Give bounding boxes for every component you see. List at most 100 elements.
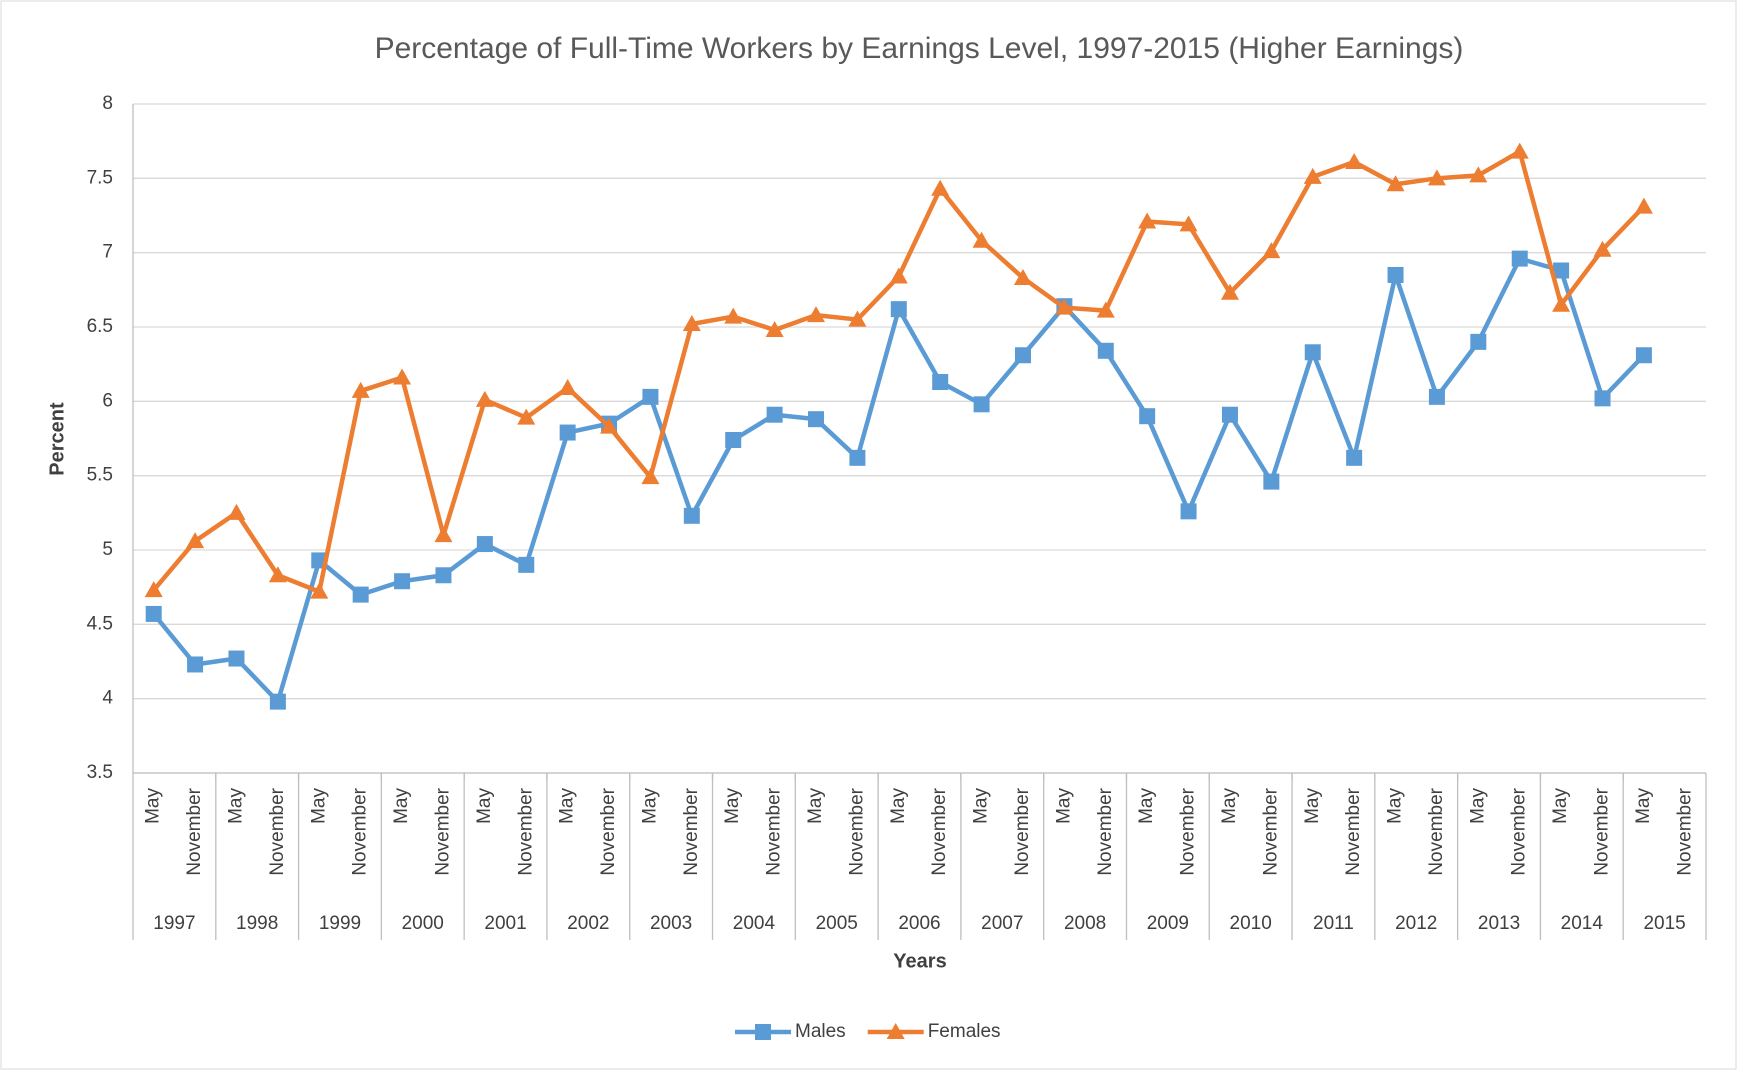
- y-tick-label: 5: [102, 539, 113, 560]
- x-tick-label: November: [1260, 787, 1281, 875]
- x-tick-label: November: [1592, 787, 1613, 875]
- marker: [393, 368, 412, 385]
- x-tick-label: November: [1178, 787, 1199, 875]
- marker: [1553, 262, 1570, 279]
- marker: [1262, 242, 1281, 259]
- x-tick-label: May: [1219, 788, 1240, 824]
- marker: [1138, 212, 1157, 229]
- y-tick-label: 4.5: [87, 613, 113, 634]
- x-tick-label: May: [1302, 788, 1323, 824]
- x-group-label: 2006: [898, 913, 940, 934]
- x-group-label: 2015: [1643, 913, 1685, 934]
- x-tick-label: November: [681, 787, 702, 875]
- y-tick-label: 3.5: [87, 762, 113, 783]
- marker: [1097, 342, 1114, 359]
- x-axis-title: Years: [893, 950, 946, 972]
- marker: [559, 424, 576, 441]
- marker: [1221, 406, 1238, 423]
- marker: [972, 231, 991, 248]
- y-tick-label: 7: [102, 242, 113, 263]
- marker: [724, 307, 743, 324]
- y-axis-title: Percent: [46, 402, 68, 476]
- marker: [1345, 152, 1364, 169]
- x-group-label: 2014: [1561, 913, 1604, 934]
- y-tick-label: 6.5: [87, 316, 113, 337]
- marker: [145, 605, 162, 622]
- x-group-label: 2010: [1230, 913, 1272, 934]
- marker: [1096, 301, 1115, 318]
- x-group-label: 2007: [981, 913, 1023, 934]
- x-group-label: 2003: [650, 913, 692, 934]
- marker: [683, 507, 700, 524]
- marker: [1511, 250, 1528, 267]
- x-tick-label: May: [722, 788, 743, 824]
- marker: [351, 381, 370, 398]
- marker: [434, 526, 453, 543]
- x-tick-label: November: [598, 787, 619, 875]
- marker: [807, 306, 826, 323]
- x-tick-label: November: [929, 787, 950, 875]
- marker: [889, 267, 908, 284]
- marker: [1427, 169, 1446, 186]
- x-tick-label: May: [474, 788, 495, 824]
- x-tick-label: May: [1550, 788, 1571, 824]
- x-tick-label: May: [226, 788, 247, 824]
- marker: [1220, 283, 1239, 300]
- marker: [1469, 166, 1488, 183]
- x-group-label: 1999: [319, 913, 361, 934]
- marker: [1428, 388, 1445, 405]
- marker: [849, 449, 866, 466]
- x-tick-label: May: [888, 788, 909, 824]
- x-tick-label: November: [350, 787, 371, 875]
- marker: [1179, 215, 1198, 232]
- marker: [1510, 142, 1529, 159]
- marker: [1303, 167, 1322, 184]
- y-tick-label: 4: [102, 688, 113, 709]
- x-group-label: 2011: [1313, 913, 1354, 934]
- marker: [1593, 240, 1612, 257]
- marker: [1263, 473, 1280, 490]
- x-tick-label: May: [557, 788, 578, 824]
- marker: [931, 179, 950, 196]
- marker: [352, 586, 369, 603]
- x-group-label: 2005: [816, 913, 858, 934]
- x-tick-label: May: [1467, 788, 1488, 824]
- marker: [518, 556, 535, 573]
- marker: [517, 408, 536, 425]
- marker: [1552, 295, 1571, 312]
- x-group-label: 2000: [402, 913, 444, 934]
- marker: [1346, 449, 1363, 466]
- marker: [476, 536, 493, 553]
- marker: [269, 693, 286, 710]
- x-tick-label: May: [1136, 788, 1157, 824]
- x-group-label: 1998: [236, 913, 278, 934]
- marker: [1139, 408, 1156, 425]
- x-tick-label: November: [267, 787, 288, 875]
- marker: [1387, 266, 1404, 283]
- x-tick-label: May: [805, 788, 826, 824]
- x-tick-label: November: [1095, 787, 1116, 875]
- marker: [600, 417, 619, 434]
- marker: [1180, 503, 1197, 520]
- marker: [890, 301, 907, 318]
- x-group-label: 2001: [484, 913, 526, 934]
- y-tick-label: 8: [102, 93, 113, 114]
- x-tick-label: November: [432, 787, 453, 875]
- x-group-label: 1997: [153, 913, 195, 934]
- marker: [475, 390, 494, 407]
- marker: [1386, 175, 1405, 192]
- legend-item: Males: [735, 1021, 846, 1042]
- marker: [228, 650, 245, 667]
- y-tick-label: 6: [102, 390, 113, 411]
- marker: [932, 374, 949, 391]
- marker: [641, 468, 660, 485]
- x-group-label: 2008: [1064, 913, 1106, 934]
- marker: [186, 532, 205, 549]
- x-tick-label: November: [1343, 787, 1364, 875]
- legend-item: Females: [867, 1021, 1001, 1042]
- x-tick-label: May: [639, 788, 660, 824]
- legend-label: Females: [928, 1021, 1001, 1042]
- legend-label: Males: [795, 1021, 846, 1042]
